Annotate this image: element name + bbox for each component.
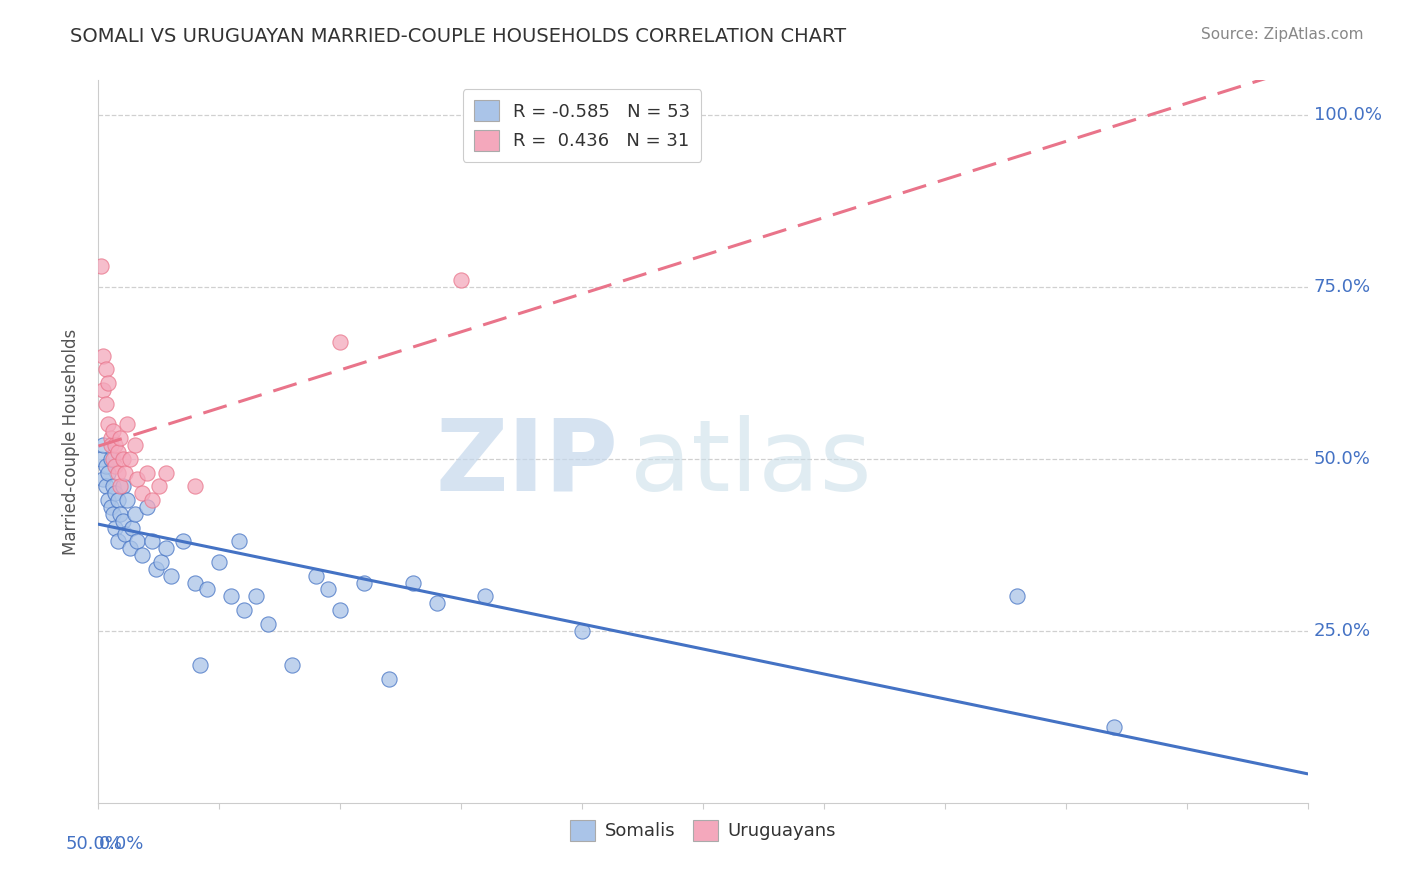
Text: SOMALI VS URUGUAYAN MARRIED-COUPLE HOUSEHOLDS CORRELATION CHART: SOMALI VS URUGUAYAN MARRIED-COUPLE HOUSE…: [70, 27, 846, 45]
Point: [131, 486, 153, 500]
Text: atlas: atlas: [630, 415, 872, 512]
Point: [245, 590, 267, 604]
Point: [111, 451, 134, 466]
Point: [90, 451, 112, 466]
Point: [118, 451, 141, 466]
Point: [97, 493, 120, 508]
Point: [329, 603, 352, 617]
Point: [127, 472, 149, 486]
Text: 50.0%: 50.0%: [66, 835, 122, 854]
Point: [107, 466, 129, 480]
Point: [90, 259, 112, 273]
Point: [124, 438, 146, 452]
Point: [329, 334, 352, 349]
Point: [107, 445, 129, 459]
Point: [377, 672, 399, 686]
Point: [91, 383, 114, 397]
Point: [1007, 590, 1029, 604]
Point: [91, 438, 114, 452]
Point: [184, 575, 207, 590]
Point: [94, 397, 117, 411]
Point: [108, 431, 131, 445]
Text: 25.0%: 25.0%: [1313, 622, 1371, 640]
Point: [117, 417, 139, 432]
Point: [111, 514, 134, 528]
Point: [305, 568, 328, 582]
Point: [121, 520, 143, 534]
Point: [141, 534, 163, 549]
Point: [114, 527, 136, 541]
Point: [97, 376, 120, 390]
Point: [135, 500, 157, 514]
Point: [402, 575, 425, 590]
Point: [353, 575, 375, 590]
Point: [232, 603, 254, 617]
Point: [91, 472, 114, 486]
Point: [450, 273, 472, 287]
Point: [148, 479, 170, 493]
Point: [256, 616, 278, 631]
Point: [1102, 720, 1125, 734]
Point: [104, 458, 127, 473]
Point: [195, 582, 218, 597]
Point: [107, 534, 129, 549]
Point: [221, 590, 243, 604]
Point: [100, 438, 122, 452]
Text: 100.0%: 100.0%: [1313, 105, 1382, 124]
Point: [104, 438, 127, 452]
Point: [101, 424, 124, 438]
Point: [131, 548, 153, 562]
Point: [188, 658, 211, 673]
Point: [150, 555, 173, 569]
Point: [94, 458, 117, 473]
Point: [172, 534, 194, 549]
Point: [117, 493, 139, 508]
Point: [100, 500, 122, 514]
Point: [184, 479, 207, 493]
Point: [127, 534, 149, 549]
Text: ZIP: ZIP: [436, 415, 619, 512]
Point: [97, 466, 120, 480]
Point: [474, 590, 496, 604]
Point: [124, 507, 146, 521]
Point: [94, 362, 117, 376]
Point: [316, 582, 339, 597]
Point: [111, 479, 134, 493]
Point: [155, 466, 177, 480]
Point: [104, 486, 127, 500]
Point: [104, 520, 127, 534]
Point: [108, 507, 131, 521]
Point: [135, 466, 157, 480]
Point: [107, 493, 129, 508]
Point: [281, 658, 304, 673]
Text: 50.0%: 50.0%: [1313, 450, 1371, 467]
Point: [228, 534, 250, 549]
Point: [145, 562, 167, 576]
Point: [97, 417, 120, 432]
Legend: Somalis, Uruguayans: Somalis, Uruguayans: [562, 813, 844, 848]
Text: Source: ZipAtlas.com: Source: ZipAtlas.com: [1201, 27, 1364, 42]
Point: [101, 507, 124, 521]
Point: [100, 451, 122, 466]
Point: [100, 431, 122, 445]
Point: [571, 624, 593, 638]
Point: [118, 541, 141, 556]
Point: [160, 568, 183, 582]
Point: [141, 493, 163, 508]
Point: [426, 596, 449, 610]
Point: [155, 541, 177, 556]
Text: 0.0%: 0.0%: [98, 835, 143, 854]
Point: [108, 479, 131, 493]
Point: [101, 451, 124, 466]
Y-axis label: Married-couple Households: Married-couple Households: [62, 328, 80, 555]
Point: [101, 479, 124, 493]
Point: [91, 349, 114, 363]
Point: [114, 466, 136, 480]
Point: [208, 555, 231, 569]
Point: [94, 479, 117, 493]
Text: 75.0%: 75.0%: [1313, 277, 1371, 296]
